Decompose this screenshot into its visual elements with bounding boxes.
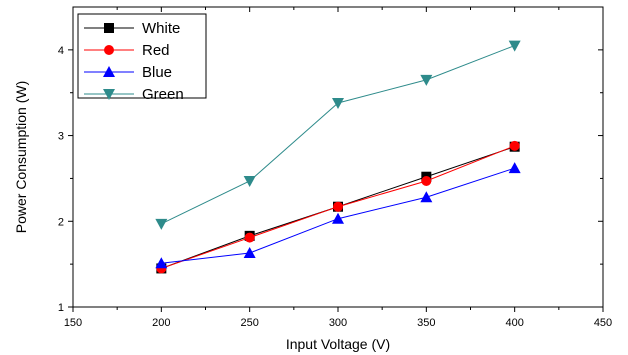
legend-marker-white	[104, 23, 114, 33]
x-axis-title: Input Voltage (V)	[286, 336, 390, 352]
data-point-green	[243, 176, 256, 187]
legend: White Red Blue Green	[77, 13, 207, 103]
y-axis: 1 2 3 4	[58, 45, 603, 314]
x-tick-label: 400	[505, 317, 523, 329]
data-point-red	[244, 232, 255, 243]
legend-marker-blue	[103, 66, 115, 77]
x-tick-label: 300	[329, 317, 347, 329]
series-green	[155, 40, 521, 230]
data-point-green	[420, 74, 433, 86]
data-point-red	[509, 140, 520, 151]
data-point-green	[332, 98, 344, 109]
legend-label-blue: Blue	[142, 64, 172, 81]
data-point-blue	[420, 191, 433, 203]
series-layer	[155, 40, 521, 274]
data-point-green	[155, 218, 168, 230]
legend-marker-red	[104, 45, 114, 55]
legend-marker-green	[103, 89, 115, 100]
y-tick-label: 1	[58, 302, 64, 314]
series-line-green	[161, 45, 515, 225]
legend-label-green: Green	[142, 86, 184, 103]
data-point-blue	[332, 212, 344, 224]
data-point-red	[333, 201, 343, 212]
y-tick-label: 3	[58, 131, 64, 143]
x-axis: 150 200 250 300 350 400 450	[64, 7, 612, 329]
data-point-blue	[155, 257, 168, 269]
legend-label-white: White	[142, 20, 180, 37]
data-point-green	[508, 40, 521, 52]
x-tick-label: 150	[64, 317, 82, 329]
data-point-red	[421, 176, 432, 186]
data-point-blue	[243, 247, 256, 258]
x-tick-label: 250	[240, 317, 258, 329]
data-point-blue	[508, 162, 521, 174]
x-tick-label: 200	[152, 317, 170, 329]
y-axis-title: Power Consumption (W)	[13, 81, 29, 234]
y-tick-label: 2	[58, 216, 64, 228]
y-tick-label: 4	[58, 45, 64, 57]
series-blue	[155, 162, 521, 269]
series-red	[156, 140, 520, 274]
x-tick-label: 350	[417, 317, 435, 329]
x-tick-label: 450	[594, 317, 612, 329]
legend-label-red: Red	[142, 42, 170, 59]
